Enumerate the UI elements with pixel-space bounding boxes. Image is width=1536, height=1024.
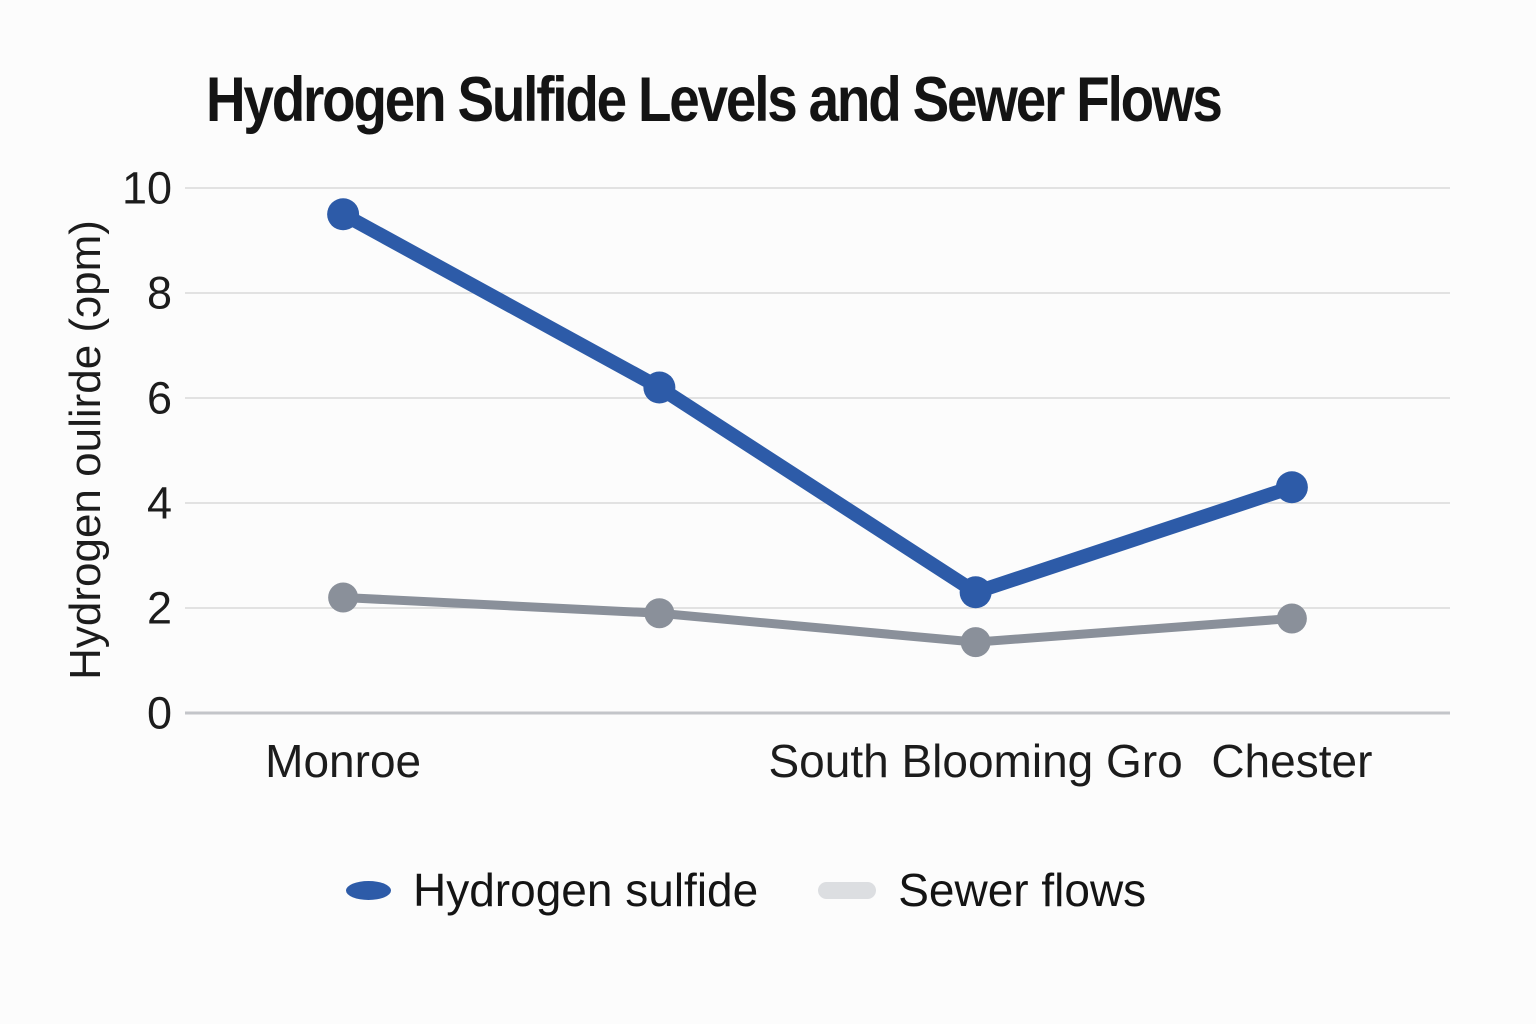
y-tick-label: 2 bbox=[147, 583, 172, 634]
legend-item-sewer-flows: Sewer flows bbox=[818, 863, 1146, 917]
data-point-sewer-flows bbox=[1276, 603, 1307, 634]
y-tick-label: 8 bbox=[147, 268, 172, 319]
legend-label: Sewer flows bbox=[898, 864, 1147, 916]
data-point-sewer-flows bbox=[960, 627, 991, 658]
legend: Hydrogen sulfide Sewer flows bbox=[346, 852, 1146, 928]
pill-marker-icon bbox=[818, 881, 877, 899]
data-point-hydrogen-sulfide bbox=[959, 576, 992, 609]
data-point-hydrogen-sulfide bbox=[643, 371, 676, 404]
y-tick-label: 10 bbox=[122, 163, 172, 214]
legend-item-hydrogen-sulfide: Hydrogen sulfide bbox=[346, 863, 758, 917]
x-axis-label: South Blooming Gro bbox=[769, 735, 1183, 787]
legend-label: Hydrogen sulfide bbox=[413, 864, 759, 916]
ellipse-marker-icon bbox=[346, 880, 391, 900]
y-tick-label: 6 bbox=[147, 373, 172, 424]
data-point-hydrogen-sulfide bbox=[1275, 471, 1308, 504]
series-line-sewer-flows bbox=[338, 593, 1297, 647]
y-tick-label: 0 bbox=[147, 688, 172, 739]
data-point-sewer-flows bbox=[328, 582, 359, 613]
x-axis-label: Chester bbox=[1211, 735, 1372, 787]
y-axis-title: Hydrogen oulirde (ɔpm) bbox=[61, 220, 110, 680]
x-axis-label: Monroe bbox=[265, 735, 421, 787]
data-point-sewer-flows bbox=[644, 598, 675, 629]
data-point-hydrogen-sulfide bbox=[327, 198, 360, 231]
series-line-hydrogen-sulfide bbox=[336, 207, 1299, 600]
y-tick-label: 4 bbox=[147, 478, 172, 529]
chart-title: Hydrogen Sulfide Levels and Sewer Flows bbox=[206, 65, 1223, 135]
